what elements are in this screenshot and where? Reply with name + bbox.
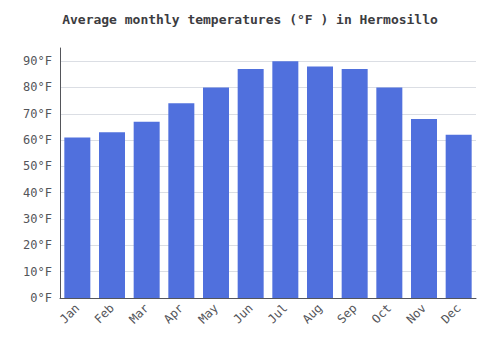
svg-text:60°F: 60°F — [23, 133, 52, 147]
svg-text:10°F: 10°F — [23, 265, 52, 279]
svg-text:Mar: Mar — [126, 301, 151, 326]
svg-text:90°F: 90°F — [23, 54, 52, 68]
svg-text:40°F: 40°F — [23, 186, 52, 200]
svg-text:Aug: Aug — [300, 301, 325, 326]
svg-text:20°F: 20°F — [23, 238, 52, 252]
svg-text:Apr: Apr — [161, 301, 186, 326]
svg-text:May: May — [196, 301, 221, 326]
svg-text:Jul: Jul — [265, 301, 290, 326]
svg-text:Oct: Oct — [369, 301, 394, 326]
svg-text:Average monthly temperatures (: Average monthly temperatures (°F ) in He… — [62, 12, 438, 27]
svg-text:80°F: 80°F — [23, 80, 52, 94]
svg-text:Dec: Dec — [438, 301, 463, 326]
svg-text:0°F: 0°F — [30, 291, 52, 305]
svg-text:Sep: Sep — [334, 301, 359, 326]
svg-text:Jan: Jan — [57, 301, 82, 326]
svg-text:Feb: Feb — [92, 301, 117, 326]
svg-text:Nov: Nov — [404, 301, 429, 326]
svg-text:30°F: 30°F — [23, 212, 52, 226]
svg-text:Jun: Jun — [230, 301, 255, 326]
svg-text:50°F: 50°F — [23, 159, 52, 173]
svg-text:70°F: 70°F — [23, 107, 52, 121]
